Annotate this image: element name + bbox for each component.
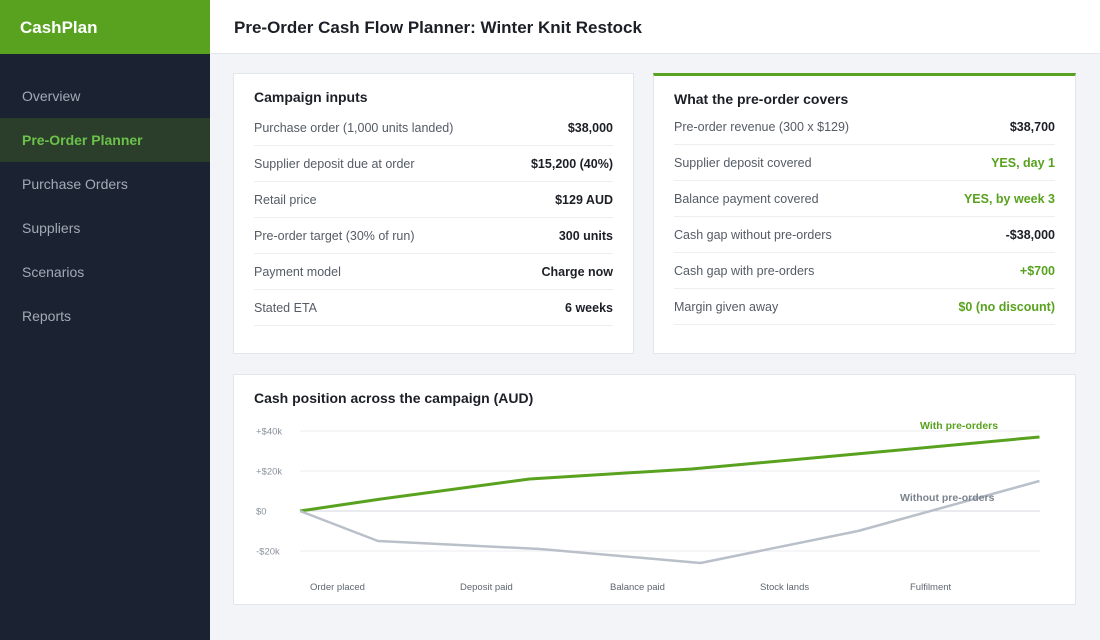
input-label: Pre-order target (30% of run) [254, 228, 415, 243]
sidebar-item-overview[interactable]: Overview [22, 88, 81, 104]
coverage-label: Supplier deposit covered [674, 155, 812, 170]
sidebar-item-scenarios[interactable]: Scenarios [22, 264, 85, 280]
input-label: Supplier deposit due at order [254, 156, 415, 171]
input-row: Stated ETA 6 weeks [254, 290, 613, 326]
y-tick-label: +$20k [256, 467, 282, 478]
coverage-value: $0 (no discount) [958, 299, 1055, 314]
series-label-with-preorders: With pre-orders [920, 420, 998, 432]
coverage-label: Cash gap without pre-orders [674, 227, 832, 242]
input-value: 300 units [558, 228, 613, 243]
input-value: $15,200 (40%) [530, 156, 613, 171]
input-value: 6 weeks [565, 300, 613, 315]
coverage-label: Pre-order revenue (300 x $129) [674, 119, 850, 134]
input-label: Retail price [254, 192, 317, 207]
campaign-inputs-card: Campaign inputs Purchase order (1,000 un… [233, 73, 634, 354]
coverage-row: Margin given away $0 (no discount) [674, 289, 1055, 325]
coverage-label: Balance payment covered [674, 191, 819, 206]
page-title: Pre-Order Cash Flow Planner: Winter Knit… [234, 18, 642, 37]
campaign-inputs-list: Purchase order (1,000 units landed) $38,0… [254, 110, 613, 326]
input-row: Pre-order target (30% of run) 300 units [254, 218, 613, 254]
page-header: Pre-Order Cash Flow Planner: Winter Knit… [210, 0, 1100, 54]
input-row: Supplier deposit due at order $15,200 (40… [254, 146, 613, 182]
series-line-without-preorders [299, 479, 1040, 565]
input-value: Charge now [541, 264, 613, 279]
brand-logo[interactable]: CashPlan [0, 0, 210, 54]
input-label: Payment model [254, 264, 341, 279]
x-tick-label: Order placed [310, 582, 365, 593]
sidebar-item-pre-order-planner[interactable]: Pre-Order Planner [0, 118, 210, 162]
y-tick-label: $0 [256, 507, 267, 518]
input-row: Retail price $129 AUD [254, 182, 613, 218]
sidebar: CashPlan Overview Pre-Order Planner Purc… [0, 0, 210, 640]
series-line-with-preorders [299, 435, 1040, 513]
coverage-value: -$38,000 [1005, 227, 1055, 242]
coverage-value: YES, by week 3 [963, 191, 1055, 206]
sidebar-item-purchase-orders[interactable]: Purchase Orders [22, 176, 128, 192]
input-label: Stated ETA [254, 300, 317, 315]
coverage-label: Cash gap with pre-orders [674, 263, 815, 278]
series-label-without-preorders: Without pre-orders [900, 492, 995, 504]
y-tick-label: -$20k [256, 547, 280, 558]
coverage-value: +$700 [1019, 263, 1055, 278]
sidebar-nav: Overview Pre-Order Planner Purchase Orde… [0, 74, 210, 338]
coverage-row: Cash gap with pre-orders +$700 [674, 253, 1055, 289]
input-row: Payment model Charge now [254, 254, 613, 290]
coverage-value: YES, day 1 [991, 155, 1055, 170]
chart-title: Cash position across the campaign (AUD) [254, 390, 534, 406]
input-value: $129 AUD [555, 192, 613, 207]
coverage-label: Margin given away [674, 299, 779, 314]
sidebar-item-reports[interactable]: Reports [22, 308, 72, 324]
x-tick-label: Fulfilment [910, 582, 952, 593]
x-tick-label: Stock lands [760, 582, 809, 593]
input-row: Purchase order (1,000 units landed) $38,0… [254, 110, 613, 146]
cash-position-chart-card: Cash position across the campaign (AUD) … [233, 374, 1076, 605]
coverage-row: Cash gap without pre-orders -$38,000 [674, 217, 1055, 253]
sidebar-item-suppliers[interactable]: Suppliers [22, 220, 81, 236]
coverage-list: Pre-order revenue (300 x $129) $38,700 Su… [674, 109, 1055, 325]
y-tick-label: +$40k [256, 427, 282, 438]
input-value: $38,000 [567, 120, 613, 135]
input-label: Purchase order (1,000 units landed) [254, 120, 454, 135]
pre-order-coverage-card: What the pre-order covers Pre-order reve… [653, 73, 1076, 354]
coverage-title: What the pre-order covers [674, 91, 849, 107]
coverage-row: Supplier deposit covered YES, day 1 [674, 145, 1055, 181]
x-tick-label: Balance paid [610, 582, 665, 593]
x-tick-label: Deposit paid [460, 582, 513, 593]
coverage-row: Balance payment covered YES, by week 3 [674, 181, 1055, 217]
cash-position-chart: +$40k +$20k $0 -$20k Order placed Deposit pai… [256, 420, 1040, 593]
coverage-row: Pre-order revenue (300 x $129) $38,700 [674, 109, 1055, 145]
campaign-inputs-title: Campaign inputs [254, 89, 368, 105]
coverage-value: $38,700 [1009, 119, 1055, 134]
